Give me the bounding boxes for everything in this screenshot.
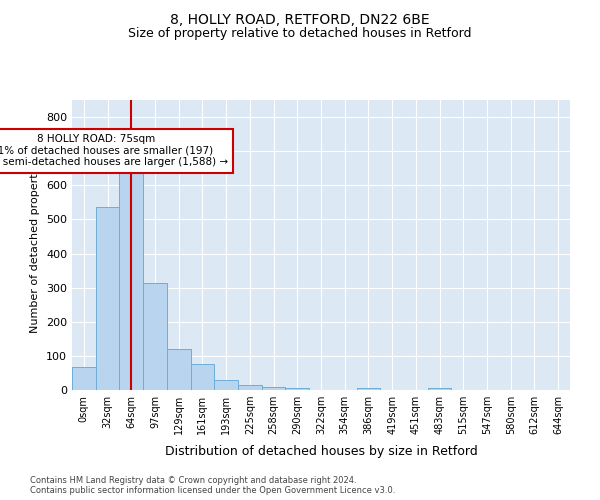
- Text: Contains HM Land Registry data © Crown copyright and database right 2024.
Contai: Contains HM Land Registry data © Crown c…: [30, 476, 395, 495]
- X-axis label: Distribution of detached houses by size in Retford: Distribution of detached houses by size …: [164, 446, 478, 458]
- Bar: [119, 174, 143, 390]
- Bar: [356, 388, 380, 390]
- Bar: [191, 364, 214, 390]
- Bar: [167, 349, 191, 390]
- Bar: [262, 386, 286, 390]
- Bar: [286, 388, 309, 390]
- Y-axis label: Number of detached properties: Number of detached properties: [31, 158, 40, 332]
- Text: 8 HOLLY ROAD: 75sqm
← 11% of detached houses are smaller (197)
89% of semi-detac: 8 HOLLY ROAD: 75sqm ← 11% of detached ho…: [0, 134, 228, 168]
- Text: Size of property relative to detached houses in Retford: Size of property relative to detached ho…: [128, 28, 472, 40]
- Bar: [143, 283, 167, 390]
- Bar: [238, 385, 262, 390]
- Bar: [428, 388, 451, 390]
- Bar: [72, 367, 96, 390]
- Bar: [214, 380, 238, 390]
- Text: 8, HOLLY ROAD, RETFORD, DN22 6BE: 8, HOLLY ROAD, RETFORD, DN22 6BE: [170, 12, 430, 26]
- Bar: [96, 208, 119, 390]
